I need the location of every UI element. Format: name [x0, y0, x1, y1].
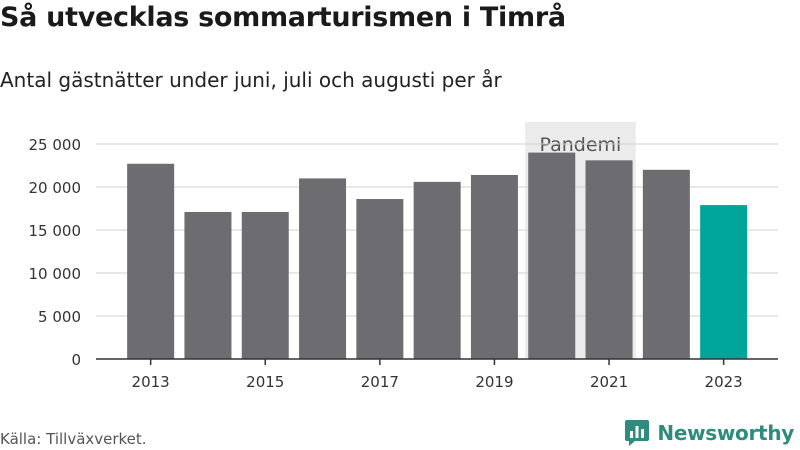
newsworthy-brand: Newsworthy: [624, 419, 794, 447]
bar-2015: [241, 211, 289, 359]
x-tick-label: 2023: [705, 373, 743, 391]
x-axis-ticks: 2013 2015 2017 2019 2021 2023: [132, 359, 743, 391]
newsworthy-logo-icon: [625, 420, 650, 446]
y-tick-label: 15 000: [29, 222, 82, 240]
bar-2017: [356, 199, 404, 359]
bar-2022: [642, 169, 690, 359]
x-tick-label: 2013: [132, 373, 170, 391]
y-tick-label: 10 000: [29, 265, 82, 283]
bar-2013: [127, 163, 175, 359]
bar-2019: [470, 174, 518, 359]
y-tick-label: 5 000: [38, 308, 81, 326]
y-tick-label: 25 000: [29, 136, 82, 154]
x-tick-label: 2015: [246, 373, 284, 391]
bar-2021: [585, 160, 633, 359]
chart-subtitle: Antal gästnätter under juni, juli och au…: [0, 68, 502, 92]
bars: [127, 152, 748, 359]
y-tick-label: 0: [71, 351, 81, 369]
bar-2023: [700, 205, 748, 359]
brand-name: Newsworthy: [657, 421, 794, 445]
x-tick-label: 2021: [590, 373, 628, 391]
source-note: Källa: Tillväxverket.: [0, 430, 147, 448]
y-axis-labels: 0 5 000 10 000 15 000 20 000 25 000: [29, 136, 82, 369]
x-tick-label: 2019: [475, 373, 513, 391]
bar-2018: [413, 181, 461, 359]
pandemic-label: Pandemi: [539, 134, 621, 156]
bar-chart: Pandemi 0 5 000 10 000 15 000 20 000 25 000 2…: [29, 122, 778, 391]
chart-title: Så utvecklas sommarturismen i Timrå: [0, 2, 566, 33]
x-tick-label: 2017: [361, 373, 399, 391]
bar-2014: [184, 211, 232, 359]
bar-2016: [299, 178, 347, 359]
bar-2020: [528, 152, 576, 359]
y-tick-label: 20 000: [29, 179, 82, 197]
